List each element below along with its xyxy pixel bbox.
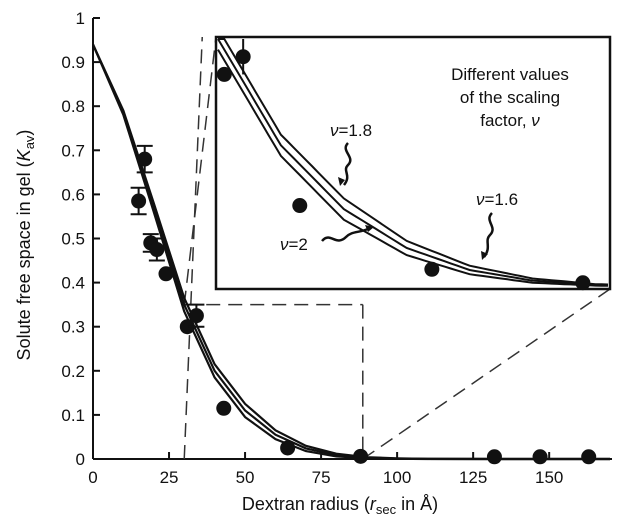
x-tick-label: 125 xyxy=(459,468,487,487)
data-point xyxy=(581,449,597,465)
x-axis-title: Dextran radius (rsec in Å) xyxy=(242,494,438,517)
inset-curve-nu-1-8 xyxy=(217,38,609,287)
data-point xyxy=(131,193,147,209)
data-point xyxy=(179,319,195,335)
y-axis-title-post: ) xyxy=(14,130,34,136)
inset-curves xyxy=(217,38,609,287)
inset-legend-line-3: factor, ν xyxy=(480,111,540,130)
inset-points xyxy=(216,39,591,291)
data-point xyxy=(532,449,548,465)
y-axis-title-pre: Solute free space in gel ( xyxy=(14,161,34,360)
curve-nu-2 xyxy=(91,44,610,461)
y-tick-label: 0.6 xyxy=(61,185,85,204)
main-axes: 0 25 50 75 100 125 150 00.10.20.30.40.50.60.70… xyxy=(61,9,612,487)
inset-legend-nu: ν xyxy=(531,111,540,130)
inset-data-point xyxy=(575,275,591,291)
inset-legend-line-1: Different values xyxy=(451,65,569,84)
inset-curve-nu-1-6 xyxy=(218,38,609,286)
data-point xyxy=(158,266,174,282)
y-tick-label: 0.4 xyxy=(61,274,85,293)
x-ticks: 0 25 50 75 100 125 150 xyxy=(88,452,563,487)
y-tick-label: 0.5 xyxy=(61,230,85,249)
x-axis-title-var: r xyxy=(370,494,377,514)
data-point xyxy=(353,448,369,464)
data-point xyxy=(216,400,232,416)
inset-data-point xyxy=(424,261,440,277)
zoom-guide-top-left xyxy=(183,36,217,305)
y-ticks: 0 0.1 0.2 0.3 0.4 0.5 0.6 0.7 0.8 0.9 1 xyxy=(61,9,100,469)
label-nu-1-8-var: ν xyxy=(330,121,339,140)
y-axis-title-sub: av xyxy=(22,135,37,149)
arrow-nu-2 xyxy=(321,227,369,242)
x-axis-title-sub: sec xyxy=(376,502,397,517)
y-tick-label: 0 xyxy=(76,450,85,469)
arrow-nu-1-8 xyxy=(342,142,352,186)
y-axis-title-var: K xyxy=(14,148,34,161)
y-tick-label: 0.2 xyxy=(61,362,85,381)
y-tick-label: 1 xyxy=(76,9,85,28)
x-tick-label: 50 xyxy=(236,468,255,487)
data-point xyxy=(149,242,165,258)
label-nu-1-6-var: ν xyxy=(476,190,485,209)
zoom-guides xyxy=(183,36,611,460)
label-nu-2: ν=2 xyxy=(280,235,308,254)
x-axis-title-pre: Dextran radius ( xyxy=(242,494,370,514)
inset-data-point xyxy=(216,66,232,82)
main-points xyxy=(130,144,597,465)
label-nu-1-8: ν=1.8 xyxy=(330,121,372,140)
inset-curve-nu-2 xyxy=(217,49,609,287)
zoom-guide-left xyxy=(183,36,203,460)
label-nu-2-value: =2 xyxy=(289,235,308,254)
data-point xyxy=(188,308,204,324)
y-tick-label: 0.9 xyxy=(61,53,85,72)
inset-data-point xyxy=(292,198,308,214)
inset-frame xyxy=(214,35,612,291)
arrow-nu-2-head xyxy=(365,225,374,232)
inset-data-point xyxy=(235,49,251,65)
x-tick-label: 75 xyxy=(312,468,331,487)
x-tick-label: 150 xyxy=(535,468,563,487)
data-point xyxy=(486,449,502,465)
y-tick-label: 0.8 xyxy=(61,97,85,116)
y-axis-title: Solute free space in gel (Kav) xyxy=(14,130,37,361)
inset-legend-factor-word: factor, xyxy=(480,111,531,130)
inset: Different values of the scaling factor, … xyxy=(214,35,612,291)
arrow-nu-1-6-head xyxy=(481,251,488,260)
label-nu-1-6-value: =1.6 xyxy=(485,190,519,209)
arrow-nu-1-6 xyxy=(482,212,494,258)
zoom-guide-bottom-right xyxy=(362,288,611,460)
y-tick-label: 0.3 xyxy=(61,318,85,337)
x-tick-label: 0 xyxy=(88,468,97,487)
x-axis-title-post: in Å) xyxy=(396,494,438,514)
label-nu-2-var: ν xyxy=(280,235,289,254)
x-tick-label: 100 xyxy=(383,468,411,487)
label-nu-1-6: ν=1.6 xyxy=(476,190,518,209)
arrow-nu-1-8-head xyxy=(338,177,345,186)
label-nu-1-8-value: =1.8 xyxy=(339,121,373,140)
main-curves xyxy=(91,44,610,461)
x-tick-label: 25 xyxy=(160,468,179,487)
data-point xyxy=(137,151,153,167)
data-point xyxy=(280,440,296,456)
inset-legend-line-2: of the scaling xyxy=(460,88,560,107)
y-tick-label: 0.7 xyxy=(61,141,85,160)
y-tick-label: 0.1 xyxy=(61,406,85,425)
